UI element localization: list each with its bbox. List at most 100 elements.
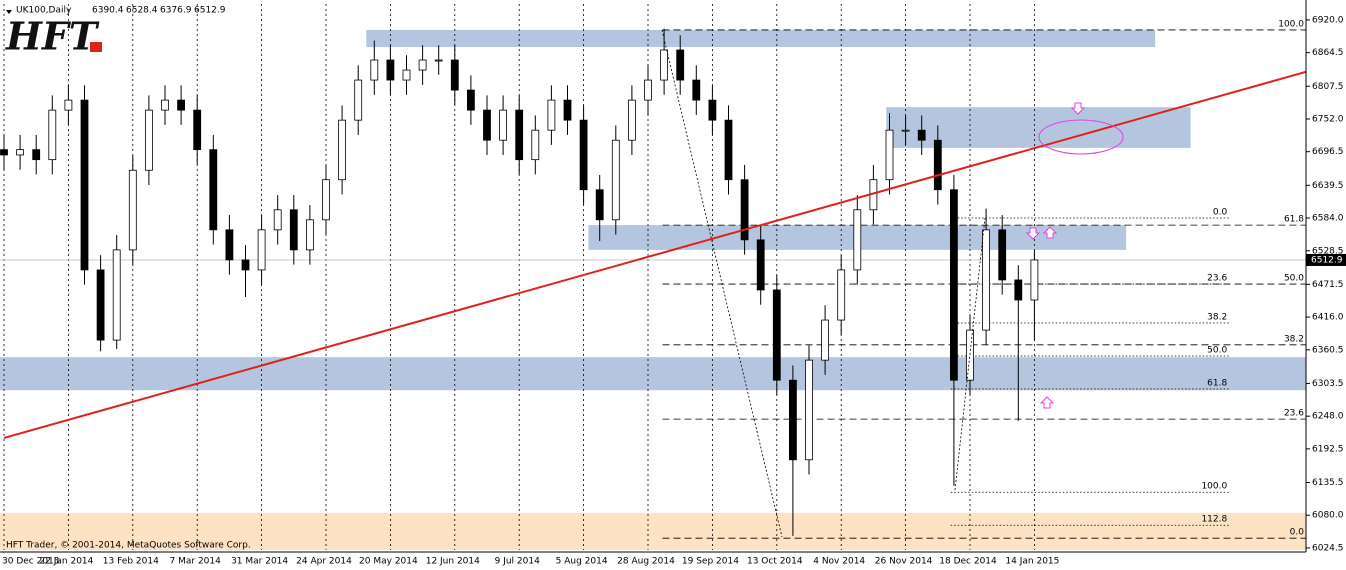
candle-body [402, 69, 411, 81]
arrow-down [1025, 227, 1041, 240]
candle-body [144, 109, 153, 171]
candle-body [611, 139, 620, 221]
candle-body [676, 49, 685, 81]
header-open: 6390.4 [92, 6, 124, 16]
candle-body [354, 79, 363, 121]
candle-body [322, 179, 330, 221]
y-tick-label: 6471.5 [1312, 280, 1344, 290]
trendline [3, 70, 1307, 439]
x-tick-label: 5 Aug 2014 [556, 557, 608, 567]
fib-label: 0.0 [1290, 528, 1305, 538]
candle-body [579, 119, 588, 191]
y-tick-label: 6696.5 [1312, 147, 1344, 157]
candle-body [96, 269, 105, 341]
x-tick-label: 30 Dec 2013 [2, 557, 60, 567]
x-tick-label: 18 Dec 2014 [939, 557, 997, 567]
y-tick-label: 6639.5 [1312, 181, 1344, 191]
fib-label: 38.2 [1207, 312, 1227, 322]
candle-body [241, 259, 250, 271]
candle-body [209, 149, 218, 231]
x-tick-label: 13 Oct 2014 [747, 557, 803, 567]
fib-label: 50.0 [1207, 346, 1227, 356]
x-tick-label: 14 Jan 2015 [1005, 557, 1059, 567]
copyright: HFT Trader, © 2001-2014, MetaQuotes Soft… [6, 541, 251, 551]
candle-body [756, 239, 765, 291]
candle-body [418, 59, 427, 71]
candle-body [950, 189, 958, 381]
y-tick-label: 6752.0 [1312, 114, 1344, 124]
x-tick-label: 19 Sep 2014 [682, 557, 739, 567]
menu-arrow[interactable] [6, 10, 12, 14]
fib-label: 112.8 [1201, 515, 1227, 525]
candle-body [499, 109, 508, 141]
header-close: 6512.9 [194, 6, 226, 16]
candle-body [917, 129, 926, 141]
candle-body [1030, 259, 1039, 301]
candle-body [177, 99, 186, 111]
price-badge-label: 6512.9 [1311, 255, 1343, 265]
candle-body [805, 359, 813, 461]
y-tick-label: 6135.5 [1312, 478, 1344, 488]
highlight-ellipse [1038, 119, 1124, 155]
zone [886, 107, 1191, 148]
x-tick-label: 4 Nov 2014 [813, 557, 865, 567]
x-tick-label: 12 Jun 2014 [426, 557, 480, 567]
candle-body [32, 149, 41, 161]
y-tick-label: 6192.5 [1312, 444, 1344, 454]
candle-body [338, 119, 347, 181]
candle-body [257, 229, 266, 271]
candle-body [885, 129, 894, 181]
fib-anchor [661, 29, 783, 538]
x-tick-label: 20 May 2014 [359, 557, 418, 567]
candle-body [193, 109, 202, 151]
candle-body [547, 99, 556, 131]
y-tick-label: 6248.0 [1312, 412, 1344, 422]
candle-body [1014, 279, 1023, 301]
zone [366, 29, 1156, 48]
fib-label: 100.0 [1201, 482, 1227, 492]
candle-body [901, 129, 910, 132]
candle-body [450, 59, 459, 91]
candle-body [821, 319, 829, 361]
x-tick-label: 7 Mar 2014 [170, 557, 222, 567]
y-tick-label: 6584.0 [1312, 214, 1344, 224]
zone [0, 357, 1306, 391]
fib-label: 50.0 [1284, 274, 1304, 284]
arrow-up [1039, 396, 1055, 409]
x-tick-label: 31 Mar 2014 [231, 557, 288, 567]
candle-body [128, 169, 137, 251]
candle-body [708, 99, 717, 121]
y-tick-label: 6807.5 [1312, 82, 1344, 92]
candle-body [0, 149, 8, 156]
fib-label: 38.2 [1284, 334, 1304, 344]
y-tick-label: 6528.5 [1312, 246, 1344, 256]
x-tick-label: 28 Aug 2014 [617, 557, 675, 567]
x-tick-label: 26 Nov 2014 [875, 557, 933, 567]
header-low: 6376.9 [160, 6, 192, 16]
symbol-label: UK100,Daily [16, 6, 72, 16]
fib-label: 61.8 [1207, 379, 1227, 389]
candle-body [64, 99, 73, 111]
plot-layer [0, 28, 1307, 539]
candle-body [595, 189, 604, 221]
x-tick-label: 13 Feb 2014 [103, 557, 159, 567]
logo-dot [90, 42, 102, 52]
logo: HFT [5, 14, 100, 59]
candle-body [273, 209, 282, 231]
arrow-up [1042, 226, 1058, 239]
zone [0, 512, 1306, 550]
candle-body [466, 89, 475, 111]
candle-body [933, 139, 942, 191]
y-tick-label: 6080.0 [1312, 511, 1344, 521]
candle-body [853, 209, 862, 271]
arrow-down [1070, 102, 1086, 115]
fib-label: 61.8 [1284, 215, 1304, 225]
fib-label: 23.6 [1207, 274, 1227, 284]
candle-body [644, 79, 652, 101]
candle-body [628, 99, 636, 141]
candle-body [531, 129, 540, 161]
y-tick-label: 6303.5 [1312, 379, 1344, 389]
candle-body [772, 289, 781, 381]
